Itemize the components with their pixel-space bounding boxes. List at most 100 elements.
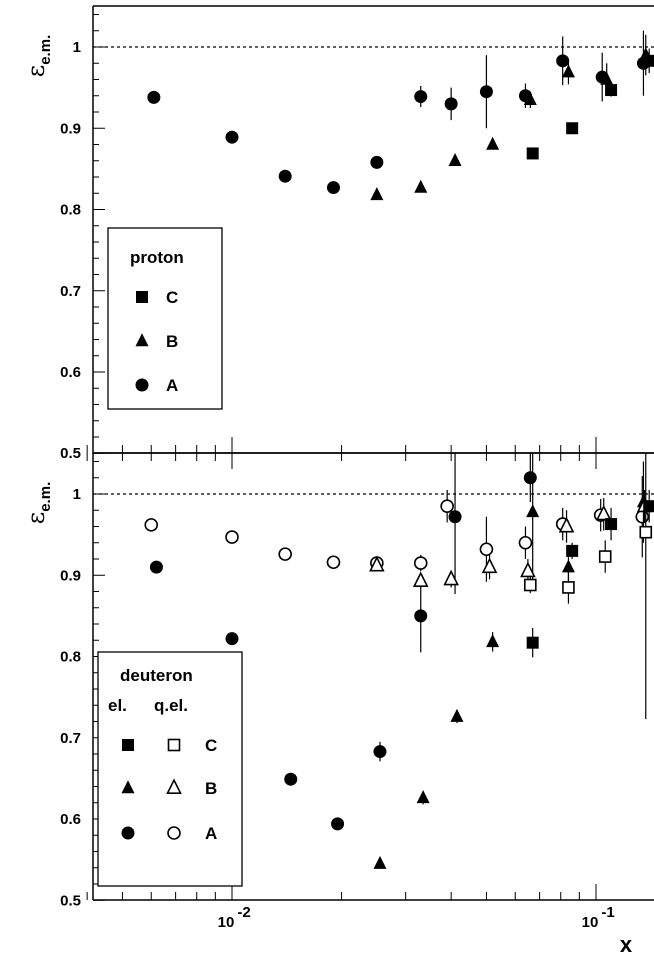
data-point-triangle-filled (373, 855, 387, 869)
data-point-square-filled (605, 84, 618, 97)
data-point-circle-open (225, 530, 239, 544)
data-point-triangle-open (369, 555, 385, 572)
data-point-triangle-filled (448, 152, 462, 166)
legend-marker-square-filled (122, 739, 134, 751)
data-point-circle-filled (149, 560, 163, 574)
data-point-triangle-open (558, 516, 575, 533)
data-point-circle-filled (414, 609, 428, 623)
legend-entry-label: A (166, 376, 178, 395)
data-point-triangle-filled (600, 71, 614, 85)
y-tick-label: 0.7 (60, 730, 81, 747)
data-point-circle-filled (225, 130, 239, 144)
legend-marker-circle-filled (121, 826, 135, 840)
y-tick-label: 1 (73, 39, 81, 56)
data-point-triangle-open (595, 504, 612, 521)
legend-box (107, 227, 223, 410)
data-point-square-open (598, 550, 612, 563)
legend-marker-square-open (167, 738, 181, 752)
x-tick-exponent: -2 (237, 904, 250, 921)
y-tick-label: 0.9 (60, 120, 81, 137)
data-point-circle-filled (326, 181, 340, 195)
data-point-triangle-filled (523, 92, 537, 106)
data-point-square-filled (526, 636, 539, 649)
legend-title: proton (130, 248, 184, 267)
legend-title: deuteron (120, 666, 193, 685)
data-point-circle-filled (284, 772, 298, 786)
legend-entry-label: C (205, 736, 217, 755)
legend-marker-triangle-filled (135, 333, 149, 347)
data-point-square-open (562, 581, 575, 594)
y-tick-label: 0.9 (60, 567, 81, 584)
data-point-circle-open (518, 535, 533, 550)
legend-entry-label: A (205, 824, 217, 843)
y-tick-label: 0.5 (60, 445, 81, 462)
legend-box (97, 651, 243, 887)
data-point-circle-filled (444, 97, 458, 111)
x-tick-label: 10 (218, 914, 235, 931)
data-point-circle-filled (479, 85, 493, 99)
x-axis-label: x (620, 932, 633, 957)
data-point-triangle-filled (416, 790, 430, 804)
top-panel: 0.6 0.7 0.8 0.9 1 εe.m. proton C B A (22, 5, 654, 469)
data-point-circle-filled (331, 817, 345, 831)
data-point-circle-filled (373, 745, 387, 759)
y-tick-label: 0.8 (60, 202, 81, 219)
legend-marker-square-filled (136, 291, 148, 303)
bottom-panel: 0.5 0.6 0.7 0.8 0.9 1 0.5 εe.m. deuteron el. q.el.… (22, 445, 654, 957)
data-point-triangle-filled (486, 136, 500, 150)
legend-entry-label: B (205, 779, 217, 798)
data-point-square-open (524, 578, 537, 592)
data-point-square-filled (643, 54, 654, 67)
data-point-circle-filled (370, 155, 384, 169)
data-point-square-filled (566, 122, 579, 135)
legend-entry-label: C (166, 288, 178, 307)
data-point-circle-open (479, 542, 494, 557)
data-point-triangle-filled (561, 64, 575, 78)
x-tick-label: 10 (582, 914, 599, 931)
y-axis-label-sub: e.m. (37, 482, 54, 512)
data-point-triangle-filled (414, 179, 428, 193)
legend-col-header: q.el. (154, 696, 188, 715)
data-point-triangle-filled (370, 187, 384, 201)
data-point-circle-open (144, 518, 159, 532)
y-tick-label: 0.6 (60, 364, 81, 381)
legend-marker-circle-open (167, 826, 181, 840)
y-axis-label: εe.m. (22, 35, 54, 77)
y-tick-label: 0.7 (60, 283, 81, 300)
legend-marker-triangle-filled (121, 780, 135, 794)
y-axis-label-main: ε (22, 65, 50, 77)
data-point-triangle-filled (526, 504, 540, 518)
y-tick-label: 0.8 (60, 649, 81, 666)
data-point-triangle-open (443, 569, 459, 586)
legend-col-header: el. (108, 696, 127, 715)
data-point-circle-open (326, 555, 341, 570)
data-point-circle-open (278, 547, 292, 561)
y-tick-label: 1 (73, 486, 81, 503)
data-point-triangle-open (520, 561, 536, 578)
data-point-square-filled (526, 147, 539, 160)
data-point-circle-filled (225, 632, 239, 646)
data-point-circle-filled (523, 471, 537, 485)
data-point-triangle-filled (450, 708, 464, 722)
data-point-square-open (639, 525, 653, 539)
data-point-triangle-open (412, 571, 429, 587)
legend-marker-triangle-open (166, 778, 182, 795)
data-point-circle-filled (556, 54, 570, 68)
data-point-circle-open (440, 499, 454, 513)
y-axis-label-sub: e.m. (37, 35, 54, 65)
data-point-triangle-filled (561, 559, 575, 573)
data-point-square-filled (605, 518, 618, 531)
data-point-circle-filled (448, 510, 462, 524)
y-tick-label: 0.5 (60, 892, 81, 909)
y-axis-label: εe.m. (22, 482, 54, 524)
data-point-triangle-filled (486, 634, 500, 648)
data-point-circle-filled (147, 90, 161, 104)
data-point-circle-open (413, 556, 428, 570)
data-point-square-filled (643, 500, 654, 513)
x-tick-exponent: -1 (601, 904, 614, 921)
legend-entry-label: B (166, 332, 178, 351)
data-point-circle-filled (414, 90, 428, 104)
data-point-circle-filled (278, 169, 292, 183)
data-point-square-filled (566, 544, 579, 557)
